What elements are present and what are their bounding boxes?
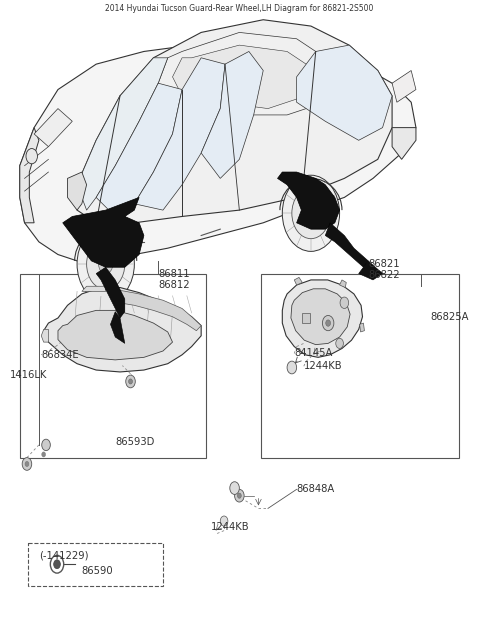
Text: (-141229): (-141229)	[39, 551, 88, 561]
Polygon shape	[34, 109, 72, 147]
Text: 86821: 86821	[368, 259, 400, 269]
Circle shape	[287, 361, 297, 374]
Text: 86848A: 86848A	[297, 485, 335, 494]
Circle shape	[340, 297, 348, 308]
Polygon shape	[96, 267, 125, 318]
Text: 86834E: 86834E	[41, 350, 79, 360]
Polygon shape	[302, 313, 310, 323]
Circle shape	[282, 175, 339, 251]
Polygon shape	[77, 20, 392, 223]
Text: 86590: 86590	[81, 565, 112, 576]
Circle shape	[42, 439, 50, 451]
Bar	[261, 273, 459, 458]
Polygon shape	[77, 58, 168, 210]
Polygon shape	[339, 280, 346, 287]
Polygon shape	[20, 128, 39, 223]
Text: 86593D: 86593D	[115, 437, 155, 446]
Circle shape	[220, 516, 228, 526]
Polygon shape	[282, 280, 362, 357]
Polygon shape	[20, 45, 416, 261]
Circle shape	[126, 375, 135, 388]
Circle shape	[98, 254, 113, 273]
Polygon shape	[172, 45, 316, 109]
Text: 86822: 86822	[368, 270, 400, 280]
Text: 1244KB: 1244KB	[304, 361, 342, 371]
Circle shape	[26, 149, 37, 164]
Bar	[28, 543, 163, 586]
Polygon shape	[294, 277, 302, 285]
Polygon shape	[115, 289, 201, 331]
Circle shape	[336, 338, 343, 349]
Polygon shape	[291, 289, 350, 345]
Circle shape	[292, 188, 330, 238]
Polygon shape	[392, 71, 416, 102]
Circle shape	[54, 560, 60, 569]
Polygon shape	[360, 323, 364, 332]
Text: 1244KB: 1244KB	[211, 522, 249, 532]
Circle shape	[129, 379, 132, 384]
Circle shape	[42, 452, 46, 457]
Circle shape	[238, 493, 241, 498]
Text: 86825A: 86825A	[430, 312, 469, 322]
Circle shape	[230, 481, 240, 494]
Polygon shape	[44, 287, 201, 372]
Polygon shape	[392, 128, 416, 160]
Circle shape	[235, 489, 244, 502]
Polygon shape	[58, 310, 172, 360]
Circle shape	[77, 226, 134, 302]
Polygon shape	[359, 261, 383, 280]
Polygon shape	[68, 172, 86, 210]
Polygon shape	[96, 83, 182, 216]
Polygon shape	[201, 52, 263, 178]
Circle shape	[326, 320, 331, 326]
Circle shape	[22, 458, 32, 470]
Circle shape	[86, 238, 125, 289]
Polygon shape	[63, 197, 144, 267]
Text: 2014 Hyundai Tucson Guard-Rear Wheel,LH Diagram for 86821-2S500: 2014 Hyundai Tucson Guard-Rear Wheel,LH …	[105, 4, 373, 13]
Bar	[20, 273, 206, 458]
Polygon shape	[277, 172, 339, 229]
Polygon shape	[110, 312, 125, 343]
Text: 86811: 86811	[158, 268, 190, 279]
Polygon shape	[82, 286, 106, 291]
Polygon shape	[325, 223, 368, 267]
Text: 86812: 86812	[158, 280, 190, 290]
Polygon shape	[297, 45, 392, 141]
Text: 1416LK: 1416LK	[10, 370, 48, 380]
Circle shape	[323, 315, 334, 331]
Circle shape	[304, 204, 318, 223]
Polygon shape	[134, 58, 225, 210]
Circle shape	[25, 462, 29, 466]
Text: 84145A: 84145A	[294, 348, 333, 358]
Polygon shape	[41, 329, 48, 342]
